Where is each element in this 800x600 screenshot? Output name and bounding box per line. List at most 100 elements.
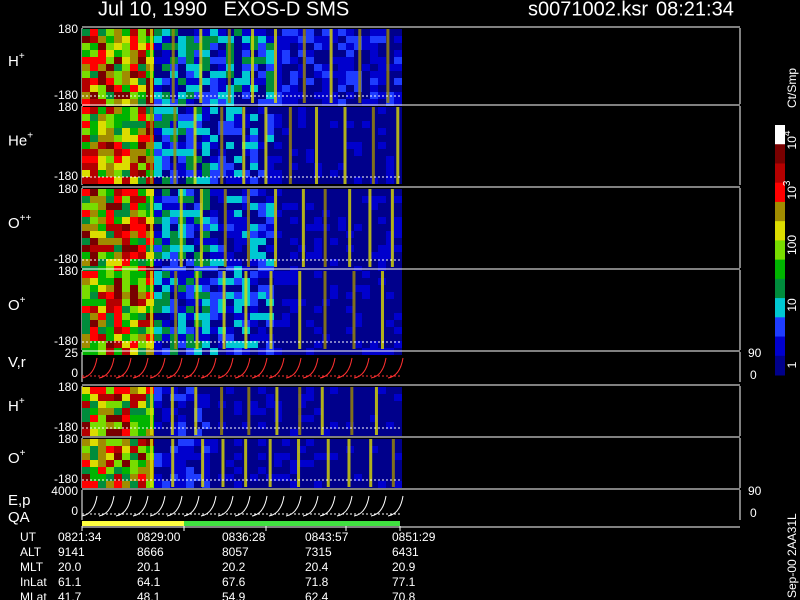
spectrogram-cell: [202, 306, 210, 313]
spectrogram-cell: [226, 142, 234, 149]
table-value: 7315: [305, 545, 332, 559]
spectrogram-cell: [122, 177, 130, 184]
spectrogram-cell: [202, 177, 210, 184]
spectrogram-cell: [170, 327, 178, 334]
spectrogram-cell: [282, 196, 290, 203]
spectrogram-cell: [82, 481, 90, 488]
spectrogram-cell: [162, 313, 170, 320]
spectrogram-cell: [290, 121, 298, 128]
spectrogram-cell: [354, 50, 362, 57]
spectrogram-cell: [170, 408, 178, 415]
spectrogram-cell: [226, 114, 234, 121]
spectrogram-cell: [258, 203, 266, 210]
spectrogram-cell: [306, 238, 314, 245]
spectrogram-cell: [202, 71, 210, 78]
spectrogram-cell: [170, 217, 178, 224]
spectrogram-cell: [114, 271, 122, 278]
spectrogram-cell: [394, 210, 402, 217]
spectrogram-cell: [106, 64, 114, 71]
spectrogram-cell: [186, 446, 194, 453]
spectrogram-cell: [90, 252, 98, 259]
spectrogram-cell: [178, 481, 186, 488]
spectrogram-cell: [226, 320, 234, 327]
spectrogram-cell: [114, 334, 122, 341]
spectrogram-stripe: [244, 271, 248, 349]
spectrogram-cell: [114, 43, 122, 50]
spectrogram-cell: [194, 422, 202, 429]
spectrogram-cell: [362, 306, 370, 313]
spectrogram-cell: [298, 341, 306, 348]
spectrogram-cell: [122, 259, 130, 266]
spectrogram-stripe: [150, 439, 153, 487]
spectrogram-cell: [266, 142, 274, 149]
spectrogram-cell: [250, 135, 258, 142]
spectrogram-cell: [378, 114, 386, 121]
spectrogram-cell: [378, 252, 386, 259]
spectrogram-cell: [194, 467, 202, 474]
spectrogram-cell: [90, 278, 98, 285]
spectrogram-cell: [186, 341, 194, 348]
spectrogram-cell: [122, 334, 130, 341]
spectrogram-cell: [370, 285, 378, 292]
spectrogram-cell: [226, 210, 234, 217]
spectrogram-cell: [258, 238, 266, 245]
spectrogram-cell: [106, 142, 114, 149]
spectrogram-cell: [242, 259, 250, 266]
spectrogram-cell: [210, 99, 218, 106]
spectrogram-cell: [218, 43, 226, 50]
spectrogram-cell: [386, 57, 394, 64]
spectrogram-cell: [98, 422, 106, 429]
spectrogram-cell: [266, 128, 274, 135]
spectrogram-cell: [338, 467, 346, 474]
spectrogram-cell: [354, 245, 362, 252]
spectrogram-cell: [98, 285, 106, 292]
spectrogram-cell: [138, 292, 146, 299]
spectrogram-cell: [394, 259, 402, 266]
spectrogram-cell: [154, 278, 162, 285]
spectrogram-cell: [386, 394, 394, 401]
spectrogram-cell: [114, 415, 122, 422]
spectrogram-cell: [202, 327, 210, 334]
spectrogram-cell: [138, 474, 146, 481]
spectrogram-cell: [266, 57, 274, 64]
spectrogram-cell: [386, 99, 394, 106]
spectrogram-cell: [386, 429, 394, 436]
spectrogram-cell: [154, 439, 162, 446]
spectrogram-cell: [194, 387, 202, 394]
spectrogram-cell: [362, 107, 370, 114]
spectrogram-cell: [386, 481, 394, 488]
spectrogram-cell: [154, 99, 162, 106]
spectrogram-cell: [98, 71, 106, 78]
spectrogram-cell: [202, 135, 210, 142]
spectrogram-cell: [338, 57, 346, 64]
spectrogram-cell: [378, 210, 386, 217]
spectrogram-cell: [250, 481, 258, 488]
spectrogram-cell: [178, 285, 186, 292]
spectrogram-cell: [346, 278, 354, 285]
spectrogram-cell: [362, 78, 370, 85]
spectrogram-cell: [330, 252, 338, 259]
spectrogram-cell: [362, 149, 370, 156]
spectrogram-cell: [258, 341, 266, 348]
spectrogram-cell: [178, 71, 186, 78]
spectrogram-cell: [202, 189, 210, 196]
spectrogram-cell: [250, 142, 258, 149]
spectrogram-cell: [378, 50, 386, 57]
spectrogram-cell: [258, 210, 266, 217]
spectrogram-cell: [370, 334, 378, 341]
spectrogram-cell: [154, 135, 162, 142]
spectrogram-cell: [386, 71, 394, 78]
spectrogram-cell: [114, 238, 122, 245]
spectrogram-cell: [186, 78, 194, 85]
spectrogram-cell: [274, 306, 282, 313]
spectrogram-cell: [322, 36, 330, 43]
spectrogram-cell: [186, 439, 194, 446]
spectrogram-cell: [210, 245, 218, 252]
spectrogram-cell: [282, 163, 290, 170]
spectrogram-cell: [234, 415, 242, 422]
spectrogram-cell: [226, 341, 234, 348]
spectrogram-cell: [130, 43, 138, 50]
spectrogram-cell: [234, 57, 242, 64]
spectrogram-cell: [98, 429, 106, 436]
spectrogram-cell: [114, 78, 122, 85]
